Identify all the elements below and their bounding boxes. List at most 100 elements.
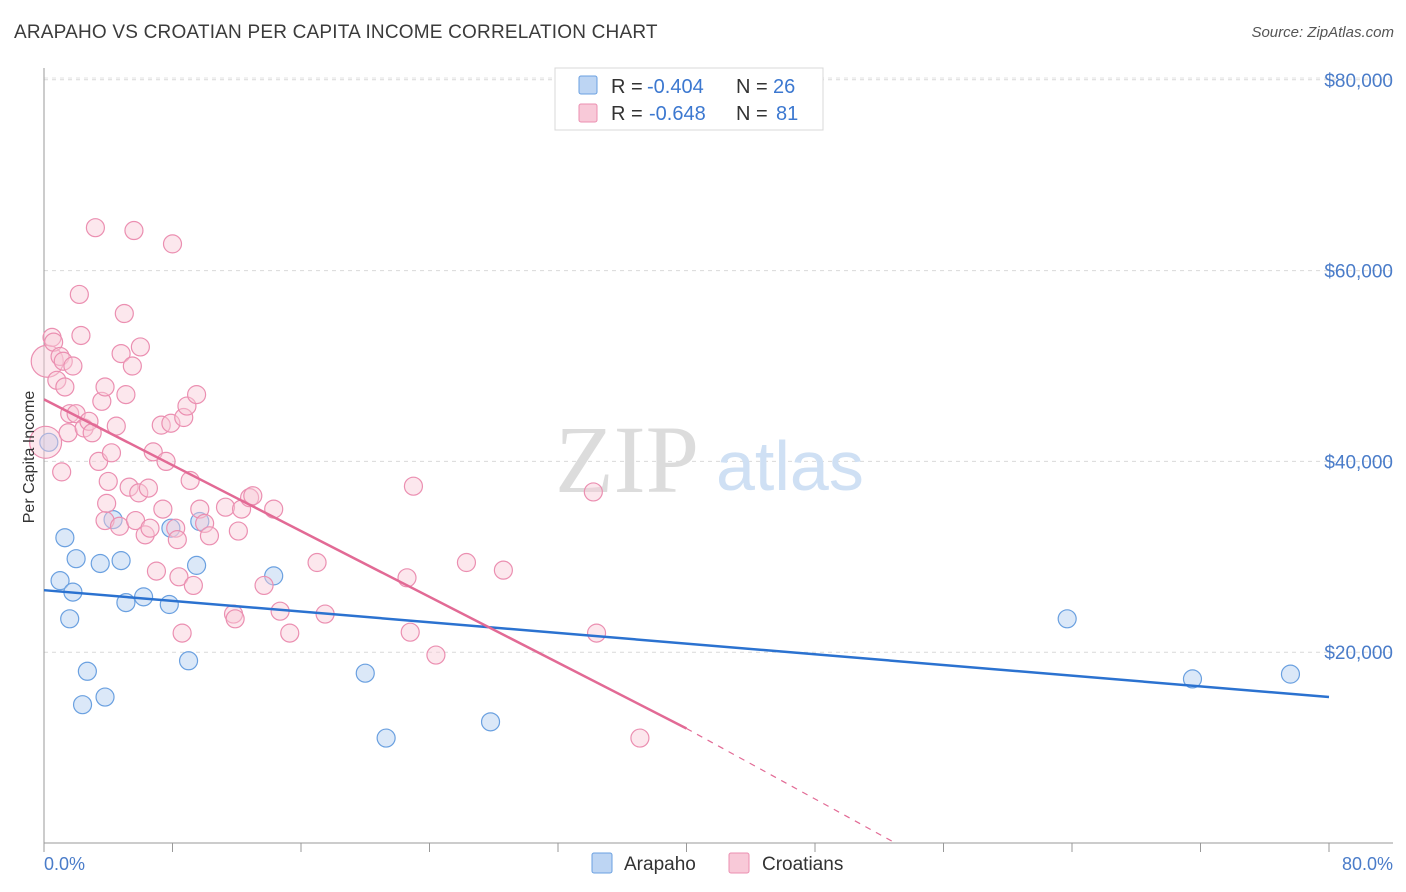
arapaho-point-3	[60, 609, 80, 629]
croatians-trendline	[43, 398, 688, 730]
arapaho-point-22	[480, 712, 501, 732]
croatians-point-40	[146, 561, 167, 581]
croatians-point-75	[456, 552, 477, 573]
croatians-point-3	[44, 332, 64, 352]
arapaho-trendline	[43, 588, 1330, 699]
croatians-point-76	[493, 560, 513, 580]
croatians-point-13	[69, 284, 89, 305]
croatians-point-22	[95, 510, 115, 531]
arapaho-point-0	[39, 432, 59, 452]
watermark: ZIP atlas	[555, 406, 864, 513]
bottom-legend: Arapaho Croatians	[591, 852, 843, 875]
legend-n-label-arapaho: N =	[736, 76, 768, 98]
croatians-point-69	[307, 552, 327, 573]
croatians-point-58	[215, 497, 236, 517]
legend-frame	[554, 67, 824, 131]
croatians-point-8	[55, 377, 75, 397]
x-tick-label-min: 0.0%	[44, 854, 85, 874]
arapaho-point-11	[111, 551, 131, 571]
watermark-atlas: atlas	[716, 427, 864, 505]
croatians-point-31	[122, 356, 142, 376]
legend-r-label-croatians: R =	[611, 103, 643, 125]
chart-title: ARAPAHO VS CROATIAN PER CAPITA INCOME CO…	[14, 22, 658, 43]
legend-n-label-croatians: N =	[736, 103, 768, 125]
watermark-zip: ZIP	[555, 406, 699, 513]
arapaho-point-18	[178, 651, 199, 671]
croatians-point-18	[85, 218, 106, 238]
y-tick-label-2: $60,000	[1324, 262, 1393, 283]
croatians-point-56	[195, 513, 215, 534]
legend-r-label-arapaho: R =	[611, 76, 643, 98]
arapaho-point-5	[66, 549, 86, 569]
croatians-point-27	[111, 343, 131, 364]
legend-box: R = -0.404 N = 26 R = -0.648 N = 81	[554, 67, 824, 131]
croatians-point-35	[130, 337, 150, 357]
croatians-point-28	[114, 303, 134, 324]
legend-n-value-croatians: 81	[776, 103, 798, 125]
croatians-point-23	[98, 471, 118, 492]
croatians-trendline-extension	[686, 727, 896, 844]
croatians-point-9	[58, 423, 78, 443]
axes	[43, 68, 1393, 852]
croatians-point-65	[254, 575, 274, 596]
croatians-point-37	[138, 478, 159, 498]
y-tick-label-0: $20,000	[1324, 643, 1393, 664]
croatians-point-68	[280, 623, 300, 643]
y-axis-label: Per Capita Income	[21, 391, 38, 524]
arapaho-point-9	[95, 687, 115, 707]
croatians-point-48	[169, 567, 189, 587]
croatians-point-38	[140, 518, 160, 538]
arapaho-point-14	[159, 594, 179, 615]
arapaho-point-2	[55, 528, 75, 548]
croatians-point-4	[47, 370, 67, 390]
arapaho-point-8	[90, 553, 110, 574]
croatians-point-42	[153, 499, 173, 519]
arapaho-point-17	[186, 555, 207, 575]
croatians-point-34	[129, 483, 149, 503]
croatians-point-61	[228, 521, 248, 541]
croatians-point-20	[92, 391, 112, 411]
arapaho-point-15	[161, 518, 181, 538]
bottom-legend-swatch-croatians	[728, 852, 750, 874]
arapaho-point-23	[1057, 609, 1077, 629]
croatians-point-50	[174, 407, 194, 428]
data-points	[29, 218, 1301, 748]
legend-r-value-arapaho: -0.404	[647, 76, 704, 98]
croatians-point-32	[124, 220, 144, 241]
croatians-point-6	[52, 462, 72, 482]
croatians-point-73	[403, 476, 424, 496]
chart-source: Source: ZipAtlas.com	[1251, 24, 1394, 41]
croatians-point-80	[97, 493, 117, 513]
trendlines	[43, 398, 1330, 844]
croatians-point-11	[63, 356, 83, 376]
arapaho-point-6	[72, 695, 93, 715]
arapaho-point-25	[1280, 664, 1301, 684]
croatians-point-54	[186, 385, 207, 405]
x-tick-label-max: 80.0%	[1342, 854, 1393, 874]
croatians-point-24	[101, 443, 122, 463]
y-tick-label-1: $40,000	[1324, 452, 1393, 473]
arapaho-point-1	[50, 571, 70, 591]
arapaho-point-20	[355, 663, 375, 683]
croatians-point-45	[162, 234, 183, 254]
arapaho-point-21	[376, 728, 396, 748]
legend-n-value-arapaho: 26	[773, 76, 795, 98]
croatians-point-64	[243, 486, 263, 506]
croatians-point-30	[119, 477, 139, 497]
croatians-point-0	[29, 425, 63, 459]
grid-lines	[44, 77, 1393, 653]
croatians-point-7	[53, 351, 73, 371]
legend-swatch-arapaho	[578, 75, 598, 95]
croatians-point-26	[109, 516, 130, 536]
arapaho-point-7	[77, 661, 97, 681]
croatians-point-29	[116, 385, 136, 405]
croatians-point-66	[264, 499, 284, 519]
arapaho-point-24	[1182, 669, 1203, 689]
bottom-legend-swatch-arapaho	[591, 852, 613, 874]
y-tick-labels: $20,000 $40,000 $60,000 $80,000	[1324, 71, 1393, 664]
croatians-point-77	[583, 482, 603, 502]
croatians-point-60	[225, 609, 245, 629]
bottom-legend-label-croatians: Croatians	[762, 854, 843, 875]
croatians-point-21	[95, 377, 115, 397]
